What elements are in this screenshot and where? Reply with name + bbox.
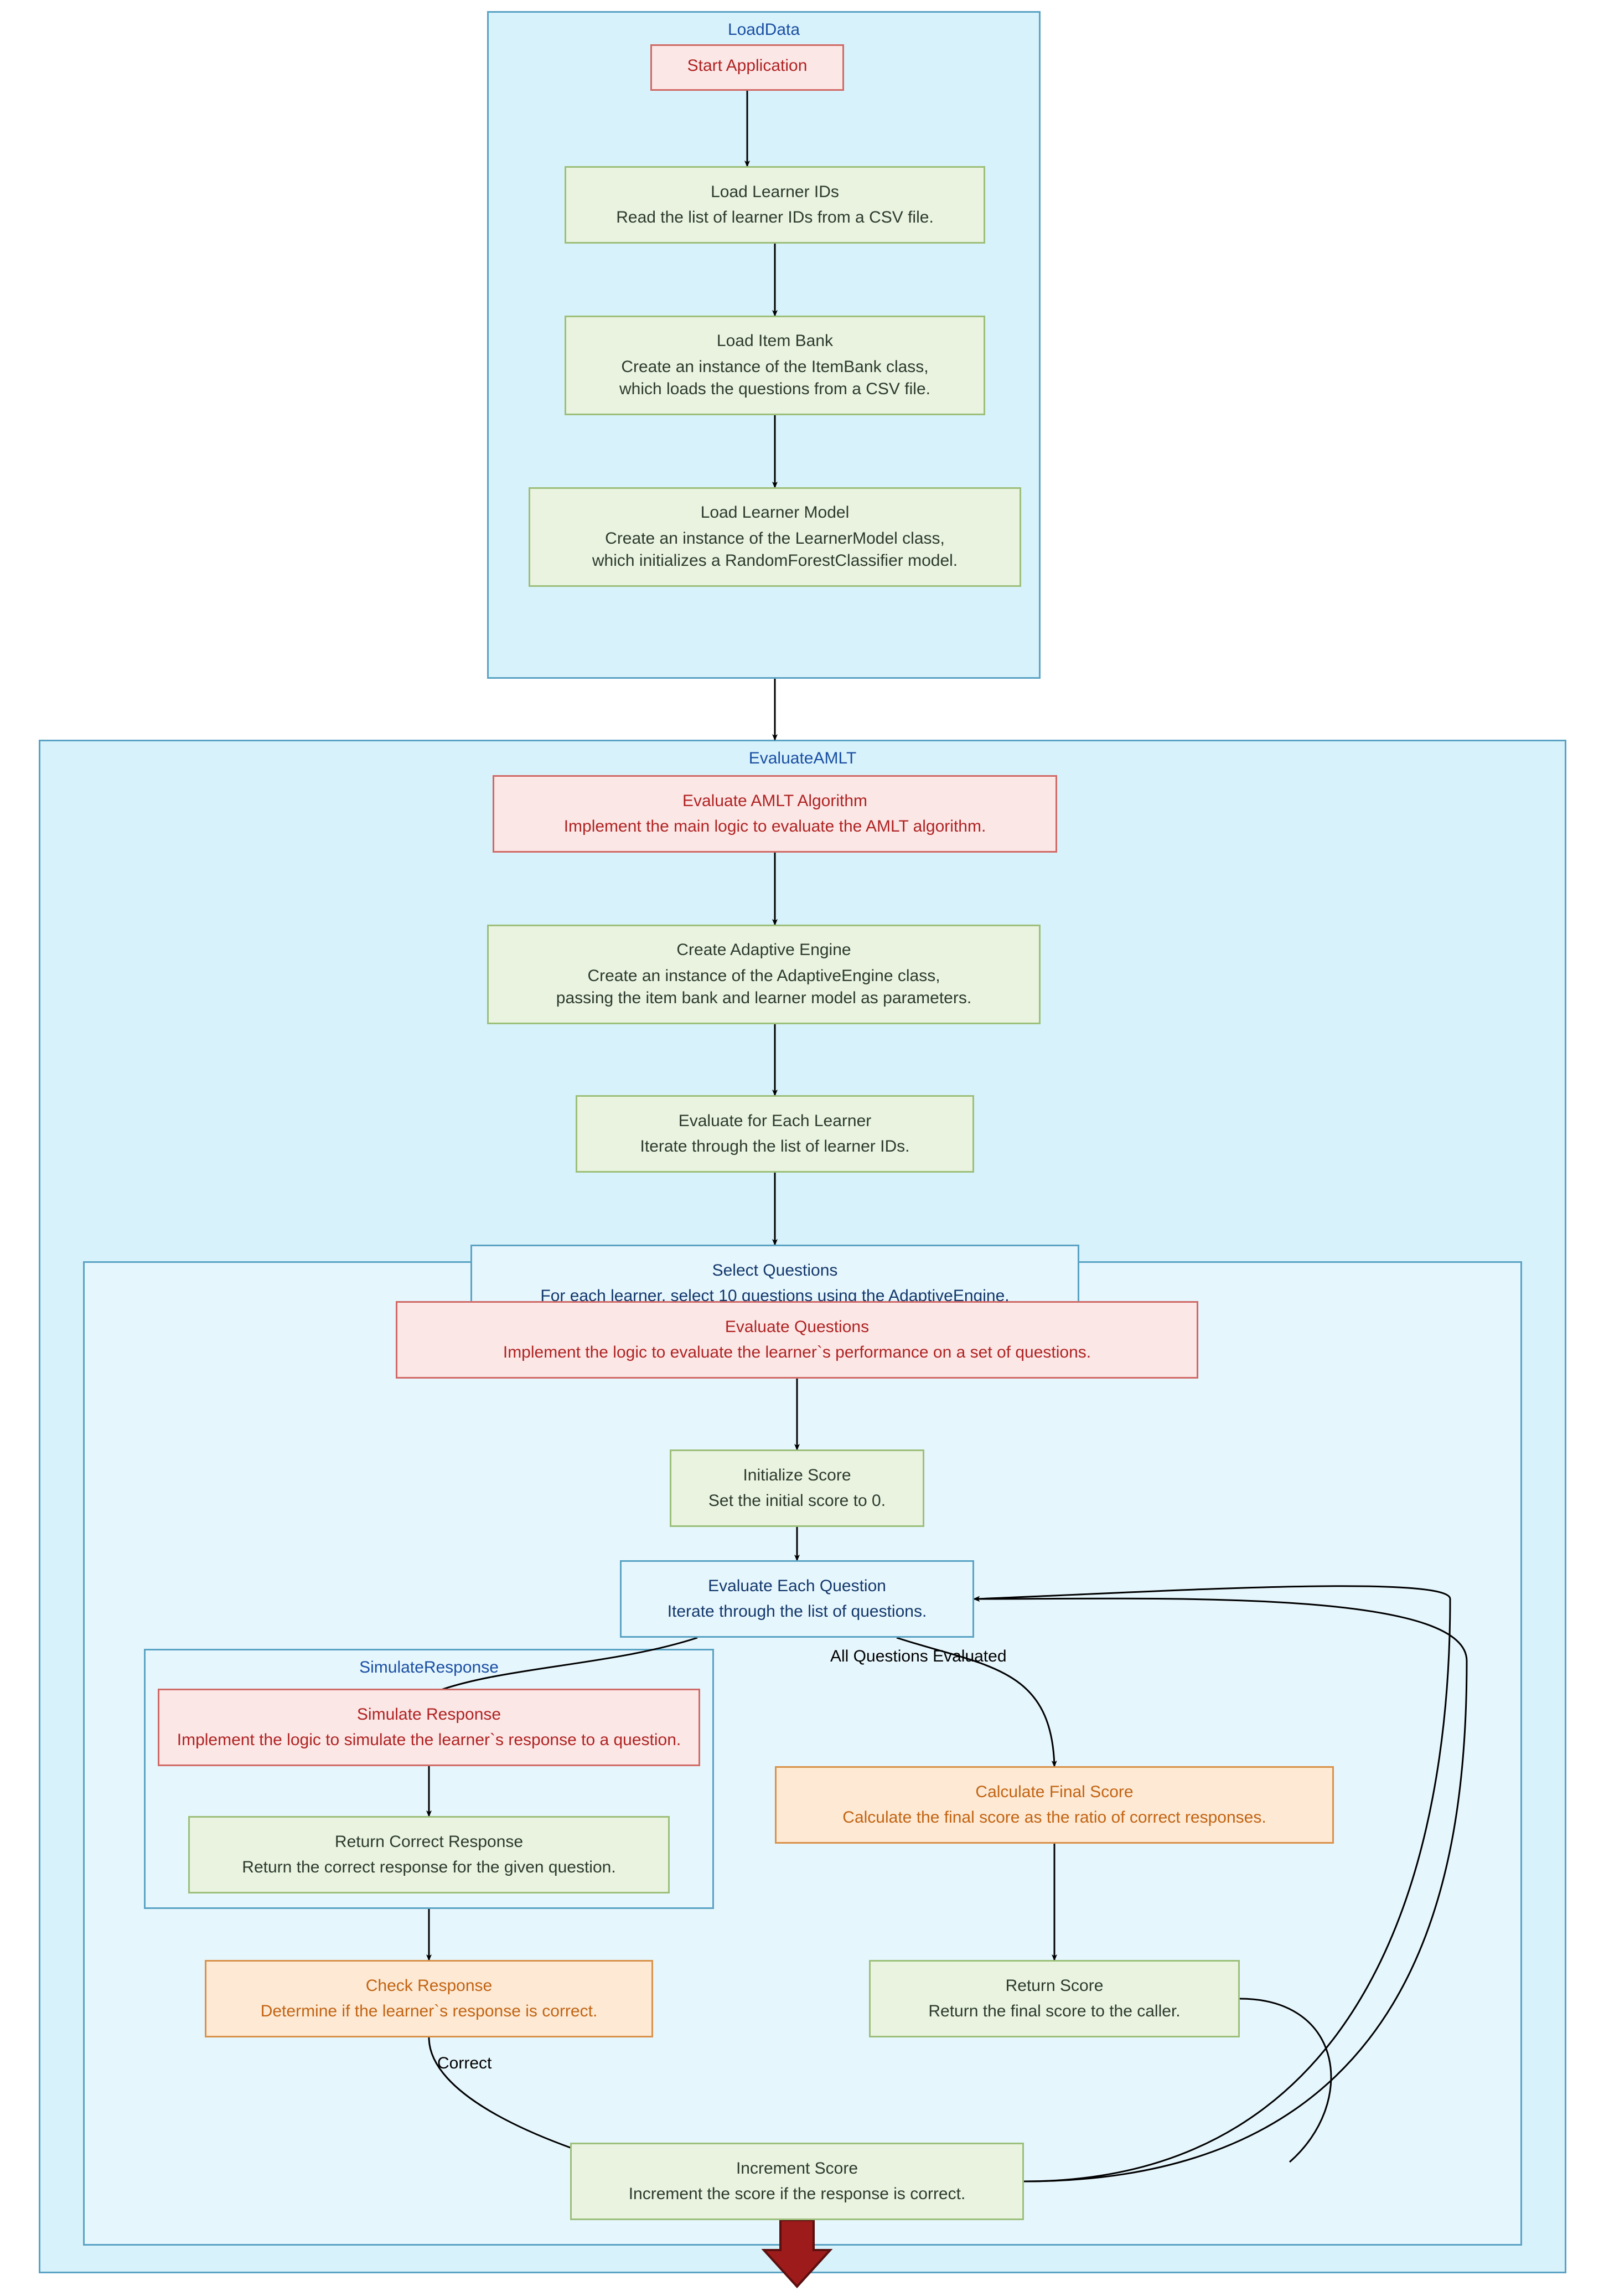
node-incrementScore: Increment Score Increment the score if th…	[570, 2143, 1024, 2220]
node-title-simRespHeader: Simulate Response	[357, 1704, 501, 1726]
group-title-evaluateAMLT: EvaluateAMLT	[40, 749, 1565, 768]
node-title-createAdaptiveEngine: Create Adaptive Engine	[676, 939, 851, 962]
node-loadLearnerIDs: Load Learner IDs Read the list of learner…	[565, 166, 985, 244]
node-title-initScore: Initialize Score	[743, 1464, 851, 1487]
node-simRespHeader: Simulate Response Implement the logic to …	[158, 1689, 700, 1766]
node-title-loadLearnerModel: Load Learner Model	[701, 502, 850, 524]
node-initScore: Initialize Score Set the initial score to…	[670, 1449, 924, 1527]
node-title-checkResponse: Check Response	[366, 1975, 492, 1998]
node-startApp: Start Application	[650, 44, 844, 91]
node-desc-loadLearnerModel: Create an instance of the LearnerModel c…	[592, 528, 958, 572]
node-desc-returnScore: Return the final score to the caller.	[928, 2000, 1180, 2023]
edge-label-0: All Questions Evaluated	[830, 1647, 1007, 1666]
group-title-loadData: LoadData	[489, 20, 1039, 39]
node-calcFinalScore: Calculate Final Score Calculate the final…	[775, 1766, 1334, 1844]
node-desc-initScore: Set the initial score to 0.	[708, 1490, 886, 1513]
node-title-evalEachQuestion: Evaluate Each Question	[708, 1575, 886, 1598]
node-title-evalQuestionsHeader: Evaluate Questions	[725, 1316, 869, 1339]
node-desc-evalQuestionsHeader: Implement the logic to evaluate the lear…	[503, 1342, 1091, 1364]
node-desc-simRespHeader: Implement the logic to simulate the lear…	[177, 1729, 681, 1752]
node-title-loadItemBank: Load Item Bank	[717, 330, 833, 353]
node-title-selectQuestions: Select Questions	[712, 1260, 838, 1282]
node-evalQuestionsHeader: Evaluate Questions Implement the logic to…	[396, 1301, 1198, 1379]
node-evalEachQuestion: Evaluate Each Question Iterate through th…	[620, 1560, 974, 1638]
node-evalAMLTHeader: Evaluate AMLT Algorithm Implement the mai…	[493, 775, 1057, 853]
node-title-evalEachLearner: Evaluate for Each Learner	[679, 1110, 872, 1133]
node-desc-evalEachLearner: Iterate through the list of learner IDs.	[640, 1136, 910, 1158]
node-title-evalAMLTHeader: Evaluate AMLT Algorithm	[682, 790, 867, 813]
node-createAdaptiveEngine: Create Adaptive Engine Create an instance…	[487, 925, 1041, 1024]
node-title-startApp: Start Application	[687, 55, 808, 78]
node-desc-loadLearnerIDs: Read the list of learner IDs from a CSV …	[616, 207, 934, 229]
node-returnCorrectResp: Return Correct ResponseReturn the correc…	[188, 1816, 670, 1893]
node-desc-createAdaptiveEngine: Create an instance of the AdaptiveEngine…	[556, 965, 971, 1010]
node-desc-calcFinalScore: Calculate the final score as the ratio o…	[842, 1807, 1266, 1829]
node-desc-loadItemBank: Create an instance of the ItemBank class…	[619, 356, 930, 401]
node-title-returnCorrectResp: Return Correct Response	[335, 1831, 523, 1854]
group-title-simulateResponse: SimulateResponse	[146, 1658, 712, 1677]
node-returnScore: Return ScoreReturn the final score to th…	[869, 1960, 1240, 2037]
node-title-returnScore: Return Score	[1006, 1975, 1104, 1998]
node-desc-evalEachQuestion: Iterate through the list of questions.	[668, 1601, 927, 1623]
edge-label-1: Correct	[437, 2054, 491, 2073]
node-desc-evalAMLTHeader: Implement the main logic to evaluate the…	[564, 816, 986, 838]
node-loadLearnerModel: Load Learner Model Create an instance of …	[529, 487, 1021, 587]
node-title-calcFinalScore: Calculate Final Score	[975, 1781, 1133, 1804]
node-desc-checkResponse: Determine if the learner`s response is c…	[261, 2000, 598, 2023]
node-checkResponse: Check ResponseDetermine if the learner`s…	[205, 1960, 653, 2037]
flowchart-canvas: EvaluateAMLTEvaluateQuestionsLoadDataSim…	[0, 0, 1604, 2296]
node-desc-returnCorrectResp: Return the correct response for the give…	[242, 1856, 615, 1879]
node-evalEachLearner: Evaluate for Each Learner Iterate through…	[576, 1095, 974, 1173]
node-desc-incrementScore: Increment the score if the response is c…	[629, 2183, 966, 2206]
node-title-incrementScore: Increment Score	[736, 2158, 858, 2180]
node-loadItemBank: Load Item Bank Create an instance of the …	[565, 316, 985, 415]
node-title-loadLearnerIDs: Load Learner IDs	[711, 181, 839, 204]
